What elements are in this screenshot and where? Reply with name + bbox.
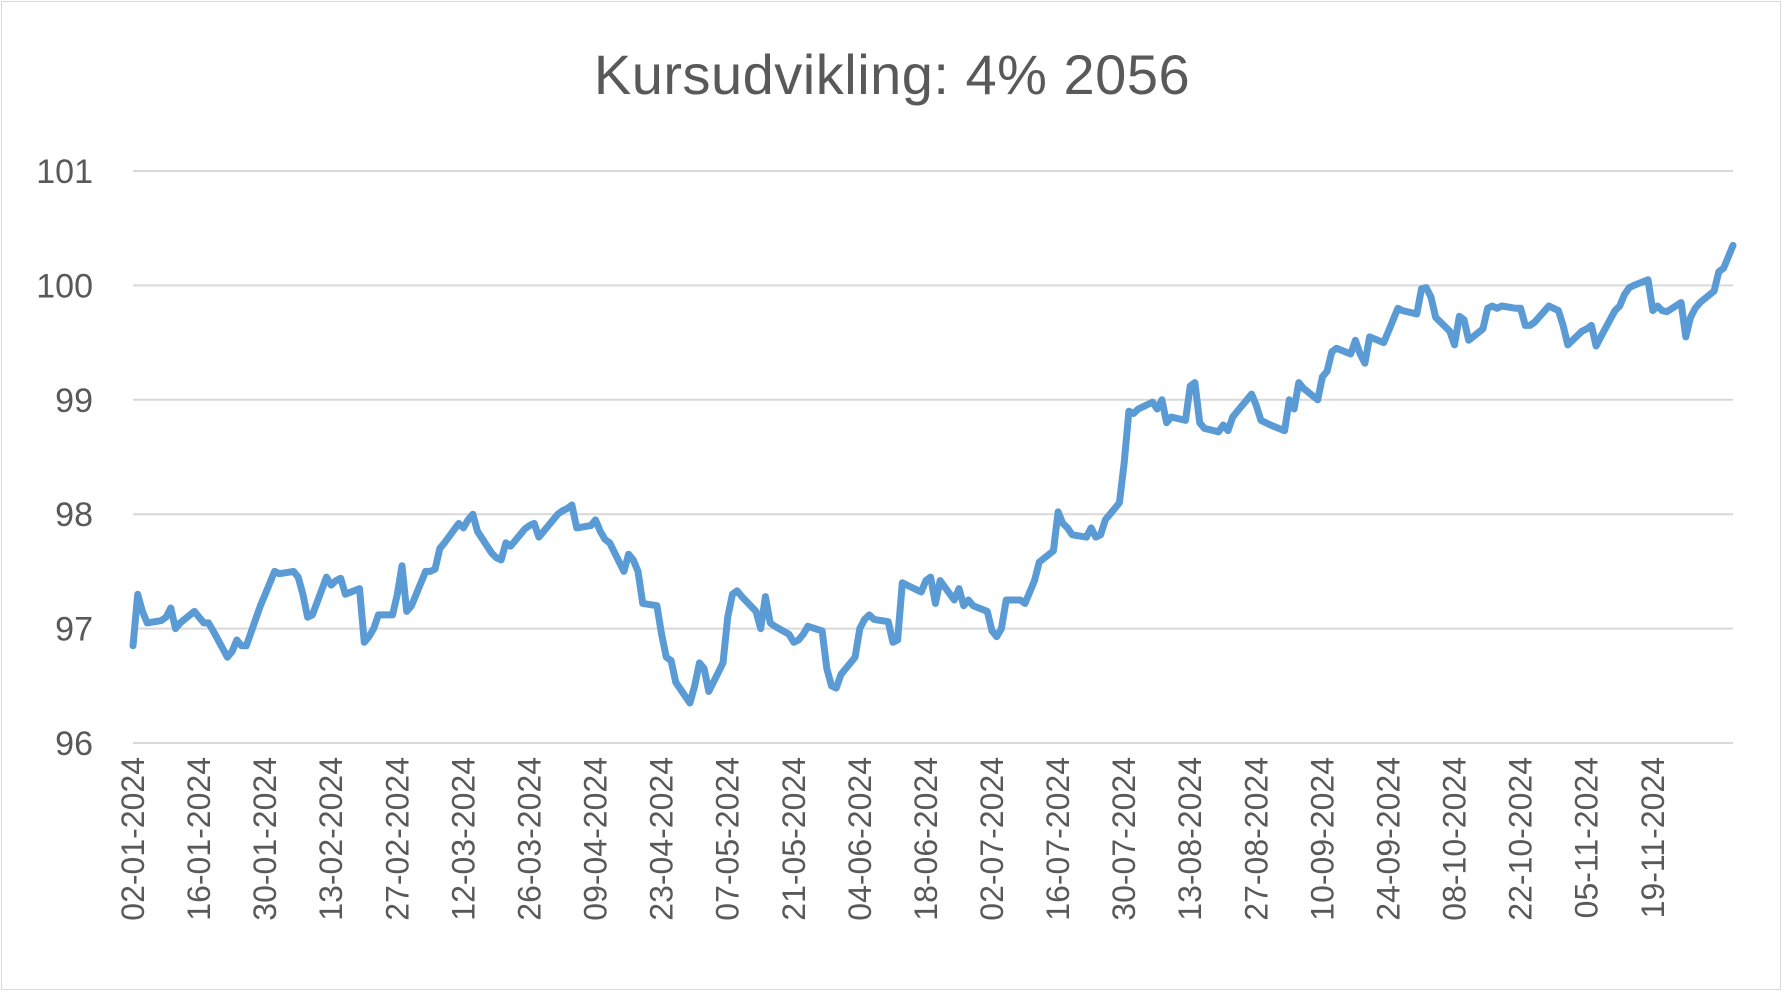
y-tick-label: 96 xyxy=(55,725,93,763)
x-tick-label: 24-09-2024 xyxy=(1370,757,1406,921)
x-axis-ticks: 02-01-2024 16-01-2024 30-01-2024 13-02-2024… xyxy=(115,757,1671,921)
x-tick-label: 13-02-2024 xyxy=(313,757,349,921)
x-tick-label: 13-08-2024 xyxy=(1172,757,1208,921)
x-tick-label: 16-07-2024 xyxy=(1040,757,1076,921)
x-tick-label: 18-06-2024 xyxy=(908,757,944,921)
x-tick-label: 21-05-2024 xyxy=(776,757,812,921)
x-tick-label: 30-07-2024 xyxy=(1106,757,1142,921)
y-tick-label: 100 xyxy=(36,267,93,305)
y-axis-ticks: 96 97 98 99 100 101 xyxy=(36,153,93,763)
x-tick-label: 02-01-2024 xyxy=(115,757,151,921)
series-line xyxy=(129,241,1737,707)
x-tick-label: 12-03-2024 xyxy=(445,757,481,921)
chart-title: Kursudvikling: 4% 2056 xyxy=(593,43,1191,106)
y-tick-label: 99 xyxy=(55,382,93,420)
x-tick-label: 19-11-2024 xyxy=(1635,757,1671,918)
x-tick-label: 02-07-2024 xyxy=(974,757,1010,921)
series-group xyxy=(129,241,1737,707)
x-tick-label: 23-04-2024 xyxy=(644,757,680,921)
x-tick-label: 22-10-2024 xyxy=(1503,757,1539,921)
y-tick-label: 97 xyxy=(55,611,93,649)
x-tick-label: 05-11-2024 xyxy=(1569,757,1605,918)
x-tick-label: 27-02-2024 xyxy=(379,757,415,921)
x-tick-label: 26-03-2024 xyxy=(511,757,547,921)
x-tick-label: 16-01-2024 xyxy=(181,757,217,921)
gridlines xyxy=(133,170,1733,744)
x-tick-label: 27-08-2024 xyxy=(1238,757,1274,921)
x-tick-label: 08-10-2024 xyxy=(1437,757,1473,921)
y-tick-label: 101 xyxy=(36,153,93,191)
x-tick-label: 07-05-2024 xyxy=(710,757,746,921)
x-tick-label: 10-09-2024 xyxy=(1304,757,1340,921)
x-tick-label: 04-06-2024 xyxy=(842,757,878,921)
y-tick-label: 98 xyxy=(55,496,93,534)
x-tick-label: 09-04-2024 xyxy=(578,757,614,921)
x-tick-label: 30-01-2024 xyxy=(247,757,283,921)
